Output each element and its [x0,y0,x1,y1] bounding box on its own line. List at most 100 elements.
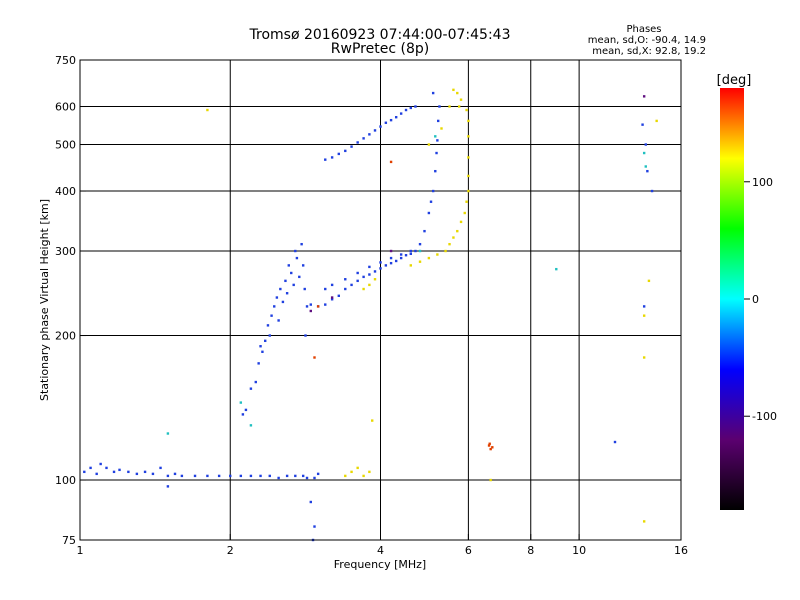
data-point [273,305,276,308]
data-point [350,283,353,287]
data-point [427,256,431,260]
data-point [489,447,492,451]
data-point [379,267,382,270]
y-tick-label: 600 [55,101,76,114]
y-tick-label: 200 [55,330,76,343]
data-point [95,472,98,476]
data-point [356,466,359,470]
colorbar-tick-label: -100 [752,410,777,423]
data-point [389,118,393,122]
data-point [305,476,309,480]
data-point [180,474,184,478]
data-point [434,169,437,173]
data-point [650,189,654,193]
data-point [239,401,243,404]
data-point [166,474,170,478]
data-point [452,88,455,92]
data-point [83,470,86,474]
data-point [418,242,422,246]
data-point [324,287,327,291]
data-point [166,485,170,488]
data-point [241,413,245,416]
data-point [394,116,398,119]
data-point [356,279,359,283]
data-point [99,462,102,466]
x-tick-label: 6 [465,544,472,557]
x-axis-label: Frequency [MHz] [334,558,426,571]
data-point [259,345,262,348]
data-point [135,472,139,476]
data-point [491,446,494,449]
data-point [435,151,438,155]
data-point [173,472,177,476]
data-point [644,165,647,168]
data-point [437,119,440,123]
data-point [254,380,257,384]
data-point [316,305,320,308]
data-point [249,387,253,390]
stats-line-o: mean, sd,O: -90.4, 14.9 [588,35,706,46]
data-point [389,261,393,265]
data-point [448,105,451,108]
data-point [371,419,374,422]
data-point [217,474,221,478]
data-point [193,474,197,478]
data-point [487,444,491,447]
data-point [429,200,433,203]
data-point [143,470,147,474]
data-point [613,440,617,444]
y-tick-label: 75 [62,534,76,547]
colorbar-tick-label: 0 [752,293,759,306]
data-point [394,259,398,263]
data-point [298,275,301,279]
data-point [389,256,393,260]
data-point [206,108,209,112]
data-point [642,520,646,523]
data-point [277,476,280,480]
data-point [301,474,305,478]
data-point [373,129,377,132]
data-point [489,478,492,482]
data-point [330,298,334,301]
data-points [83,88,658,542]
data-point [277,319,280,322]
data-point [465,200,468,203]
y-tick-label: 750 [55,54,76,67]
data-point [268,334,271,337]
data-point [279,287,282,291]
x-axis: 1 2 4 6 8 10 16 [77,534,688,557]
data-point [457,105,461,108]
data-point [644,143,647,146]
data-point [399,112,403,115]
data-point [344,474,347,478]
data-point [294,249,297,253]
y-tick-label: 300 [55,245,76,258]
data-point [356,141,359,144]
data-point [409,264,412,267]
data-point [362,137,365,140]
data-point [292,283,295,287]
data-point [206,474,209,478]
data-point [373,270,377,273]
data-point [304,334,307,337]
data-point [244,408,248,412]
data-point [264,339,267,343]
data-point [373,278,377,281]
data-point [409,106,412,110]
data-point [418,260,422,263]
data-point [434,135,437,138]
data-point [287,264,290,267]
data-point [249,424,253,427]
y-tick-label: 500 [55,139,76,152]
data-point [456,229,459,233]
x-tick-label: 4 [377,544,384,557]
data-point [368,133,371,136]
data-point [151,472,155,476]
grid-lines [80,60,681,540]
data-point [414,105,417,108]
data-point [389,249,393,253]
data-point [459,98,463,101]
data-point [337,294,341,297]
data-point [362,275,365,279]
data-point [118,468,121,472]
